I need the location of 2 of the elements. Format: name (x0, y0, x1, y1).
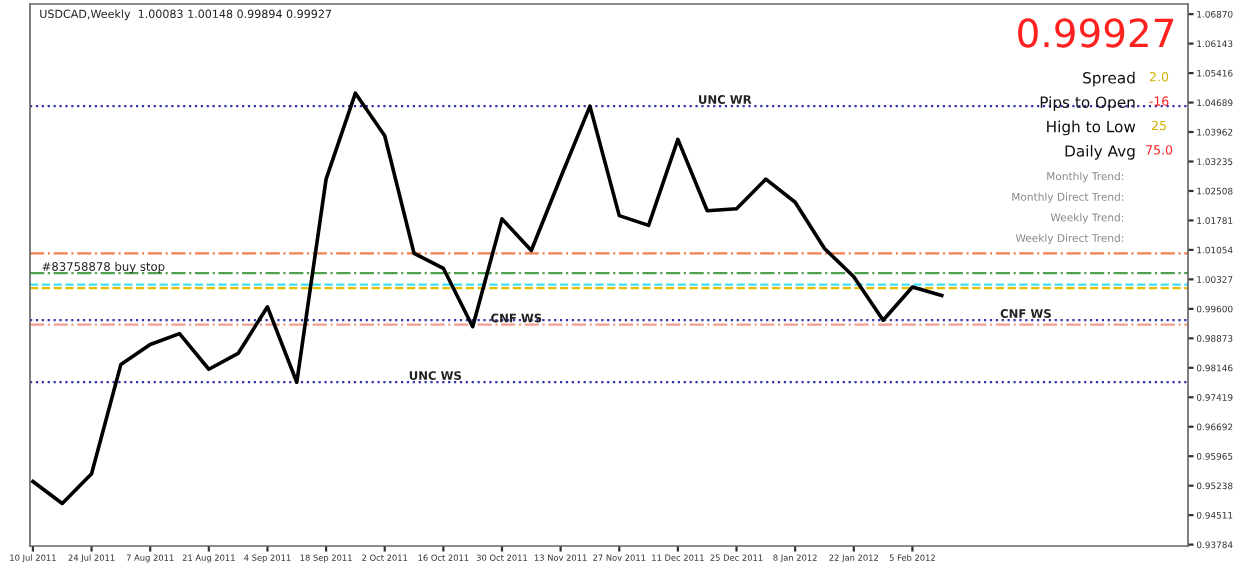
text: 0.99927 (1018, 18, 1174, 48)
line-series (31, 91, 944, 506)
